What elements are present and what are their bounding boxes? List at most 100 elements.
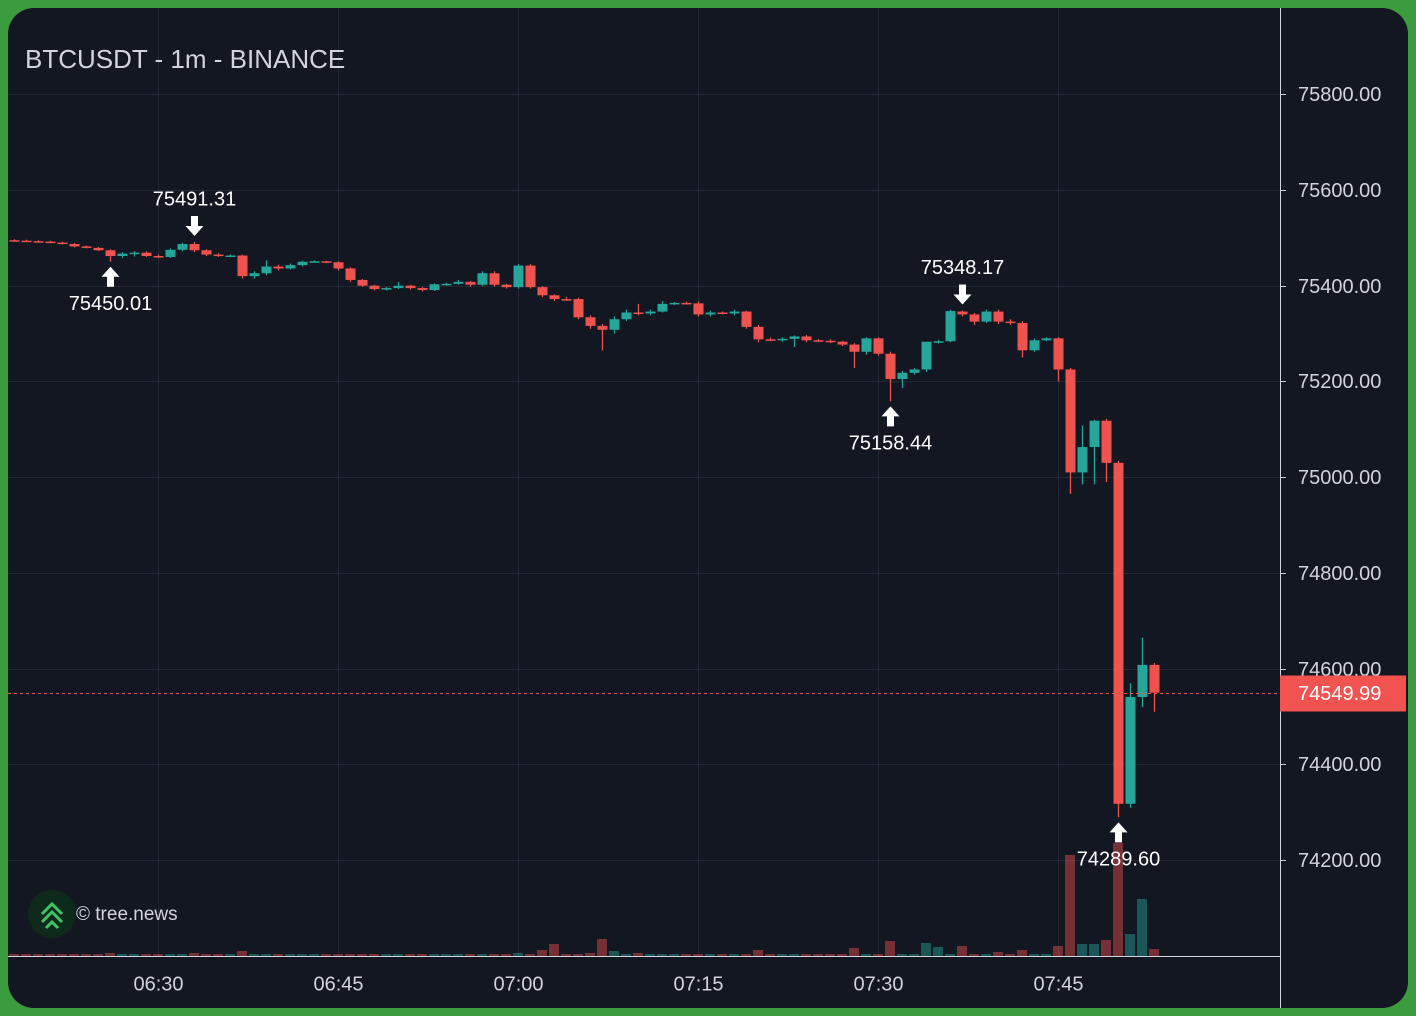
volume-bar — [753, 950, 763, 956]
volume-bar — [741, 954, 751, 956]
candle-body — [621, 312, 632, 320]
axis-layer: 75800.00 75600.00 75400.00 75200.00 75000.00… — [133, 84, 1406, 995]
candle-body — [909, 369, 920, 373]
volume-bar — [477, 954, 487, 956]
volume-bar — [1029, 954, 1039, 956]
volume-bar — [165, 954, 175, 956]
candle-body — [1149, 664, 1160, 693]
volume-bar — [1017, 950, 1027, 956]
candle-body — [777, 338, 788, 341]
volume-bar — [909, 954, 919, 956]
volume-bar — [9, 954, 19, 956]
candle-body — [753, 326, 764, 340]
volume-bar — [873, 954, 883, 956]
candle-body — [705, 312, 716, 315]
candle-body — [597, 325, 608, 330]
candle-body — [273, 266, 284, 269]
volume-bar — [1089, 944, 1099, 956]
volume-bar — [489, 954, 499, 956]
candle-body — [813, 340, 824, 342]
volume-bar — [837, 954, 847, 956]
candle-body — [1101, 420, 1112, 463]
volume-bar — [345, 954, 355, 956]
y-tick-label: 75600.00 — [1298, 180, 1381, 202]
volume-bar — [525, 954, 535, 956]
volume-bar — [633, 953, 643, 956]
candle-body — [405, 285, 416, 289]
volume-bar — [357, 954, 367, 956]
candle-body — [945, 311, 956, 342]
candle-body — [1089, 420, 1100, 448]
volume-bar — [537, 950, 547, 956]
volume-bar — [681, 954, 691, 956]
volume-bar — [93, 954, 103, 956]
candle-body — [921, 341, 932, 370]
candle-body — [969, 314, 980, 322]
candle-body — [153, 256, 164, 258]
candle-body — [513, 265, 524, 288]
volume-bar — [213, 954, 223, 956]
volume-bar — [621, 954, 631, 956]
annotation-label: 74289.60 — [1077, 849, 1160, 871]
candle-body — [309, 261, 320, 263]
volume-bar — [1125, 934, 1135, 956]
volume-bar — [309, 954, 319, 956]
x-tick-label: 07:15 — [673, 973, 723, 995]
volume-bar — [297, 954, 307, 956]
volume-bar — [969, 954, 979, 956]
logo — [28, 890, 76, 938]
volume-bar — [1077, 944, 1087, 956]
candle-body — [729, 311, 740, 314]
volume-bar — [513, 953, 523, 956]
volume-bar — [597, 939, 607, 956]
volume-bar — [441, 954, 451, 956]
candle-body — [849, 344, 860, 352]
candle-body — [525, 265, 536, 288]
candle-body — [933, 341, 944, 343]
annotation-label: 75450.01 — [69, 293, 152, 315]
volume-bar — [813, 954, 823, 956]
volume-bar — [381, 954, 391, 956]
candle-body — [261, 266, 272, 274]
volume-bar — [249, 954, 259, 956]
volume-bar — [765, 954, 775, 956]
volume-bar — [57, 954, 67, 956]
candle-body — [825, 340, 836, 343]
volume-bar — [1005, 954, 1015, 956]
candle-body — [393, 285, 404, 289]
logo-icon — [40, 901, 64, 930]
annotation-label: 75348.17 — [921, 257, 1004, 279]
candle-body — [993, 311, 1004, 322]
volume-bar — [645, 954, 655, 956]
candle-body — [33, 241, 44, 243]
candle-body — [693, 303, 704, 315]
y-tick-label: 75200.00 — [1298, 371, 1381, 393]
annotation-arrow — [185, 215, 204, 236]
volume-bar — [1065, 855, 1075, 956]
volume-layer — [9, 843, 1159, 956]
volume-bar — [885, 941, 895, 956]
candle-body — [381, 288, 392, 290]
volume-bar — [1137, 899, 1147, 956]
x-tick-label: 07:45 — [1033, 973, 1083, 995]
volume-bar — [453, 954, 463, 956]
volume-bar — [201, 954, 211, 956]
candle-body — [489, 273, 500, 285]
volume-bar — [561, 954, 571, 956]
last-price-box — [1280, 675, 1406, 712]
y-tick-label: 75800.00 — [1298, 84, 1381, 106]
volume-bar — [957, 946, 967, 956]
candle-body — [1005, 321, 1016, 324]
candle-body — [1053, 338, 1064, 370]
candle-body — [429, 284, 440, 291]
candle-body — [1077, 447, 1088, 473]
candle-body — [357, 279, 368, 286]
candle-body — [93, 247, 104, 251]
volume-bar — [693, 954, 703, 956]
volume-bar — [777, 954, 787, 956]
candle-body — [177, 244, 188, 250]
candle-body — [1065, 369, 1076, 473]
candle-body — [765, 339, 776, 341]
volume-bar — [729, 954, 739, 956]
